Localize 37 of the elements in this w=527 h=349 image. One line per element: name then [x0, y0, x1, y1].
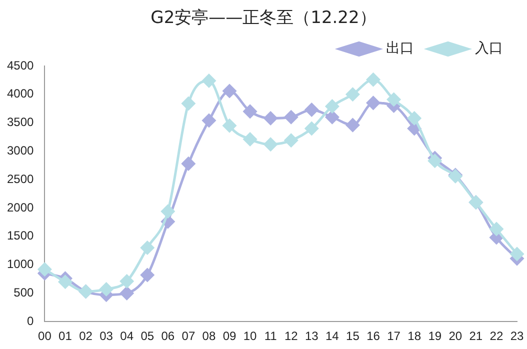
x-tick-label: 12: [284, 329, 298, 344]
y-tick-label: 500: [14, 286, 34, 300]
x-tick-label: 06: [161, 329, 175, 344]
x-tick-label: 23: [510, 329, 524, 344]
x-tick-label: 05: [140, 329, 154, 344]
y-tick-label: 3500: [6, 115, 34, 130]
x-tick-label: 15: [346, 329, 360, 344]
x-tick-label: 17: [387, 329, 401, 344]
y-tick-label: 1000: [6, 257, 34, 272]
x-tick-label: 13: [304, 329, 319, 344]
x-tick-label: 04: [120, 329, 134, 344]
x-tick-label: 14: [326, 329, 340, 344]
y-tick-label: 2500: [6, 172, 34, 186]
legend-label: 出口: [386, 40, 414, 57]
x-tick-label: 20: [448, 329, 462, 344]
chart-title: G2安亭——正冬至（12.22）: [150, 7, 378, 29]
x-tick-label: 22: [490, 329, 504, 344]
y-tick-label: 3000: [6, 144, 34, 158]
x-tick-label: 19: [428, 329, 442, 344]
x-tick-label: 02: [79, 329, 93, 344]
x-tick-label: 03: [100, 329, 114, 344]
x-tick-label: 21: [469, 329, 483, 344]
x-tick-label: 18: [408, 329, 422, 344]
x-tick-label: 07: [182, 329, 196, 344]
legend-label: 入口: [475, 40, 503, 57]
y-tick-label: 4500: [6, 58, 34, 72]
x-tick-label: 01: [58, 329, 72, 344]
x-tick-label: 11: [264, 329, 278, 344]
x-tick-label: 10: [243, 329, 258, 344]
y-tick-label: 2000: [6, 200, 34, 214]
x-tick-label: 09: [222, 329, 237, 344]
y-tick-label: 0: [27, 314, 34, 328]
y-tick-label: 4000: [6, 86, 34, 101]
x-tick-label: 08: [202, 329, 216, 344]
x-tick-label: 16: [366, 329, 380, 344]
y-tick-label: 1500: [6, 228, 34, 243]
x-tick-label: 00: [38, 329, 52, 344]
